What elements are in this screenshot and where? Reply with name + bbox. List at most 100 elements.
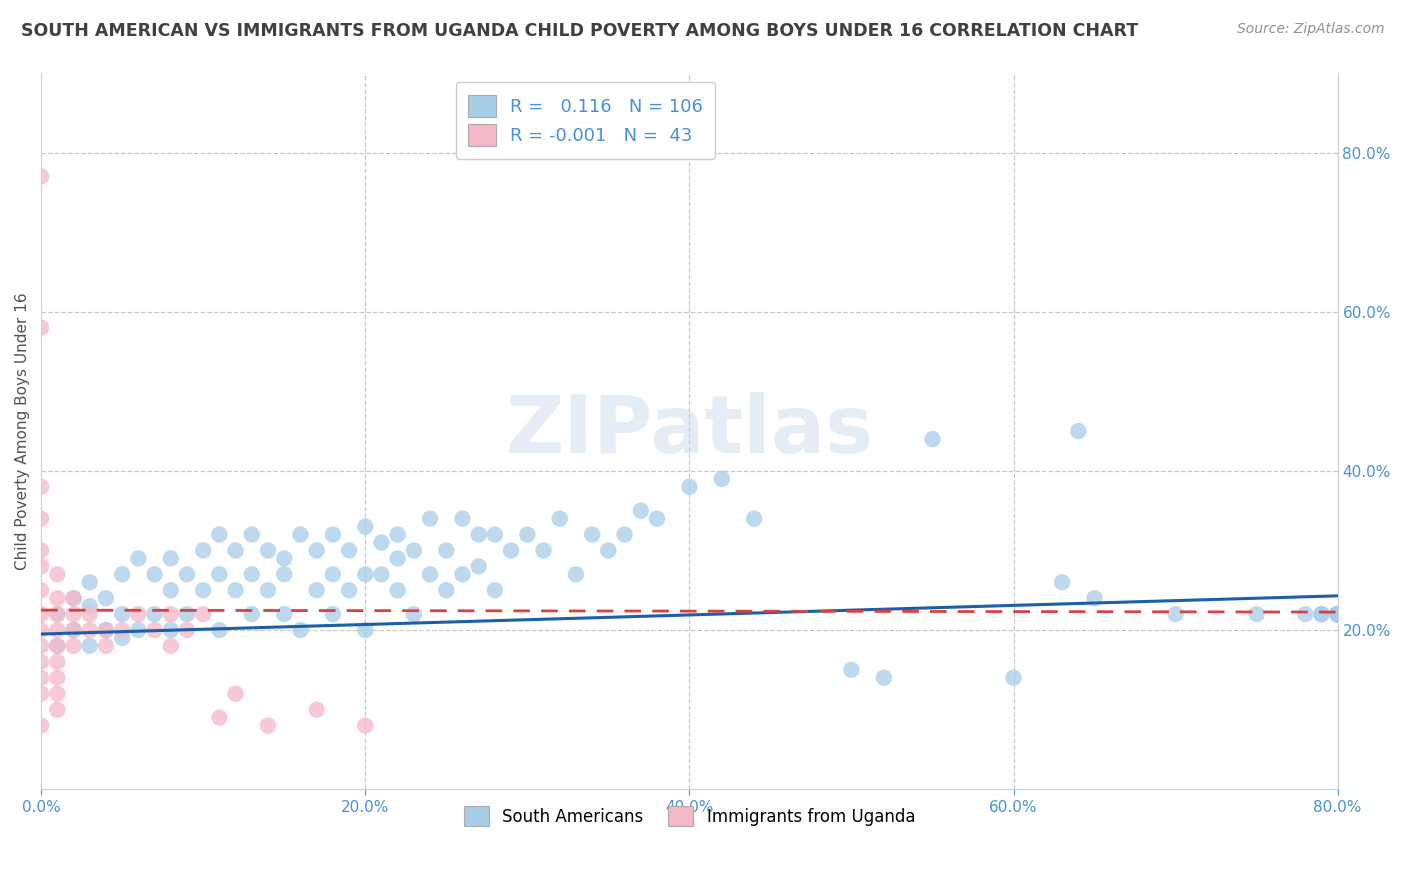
- Point: [225, 583, 247, 598]
- Point: [111, 567, 134, 582]
- Point: [1326, 607, 1348, 621]
- Point: [225, 543, 247, 558]
- Point: [46, 687, 69, 701]
- Point: [337, 543, 360, 558]
- Point: [273, 607, 295, 621]
- Point: [1326, 607, 1348, 621]
- Point: [548, 511, 571, 525]
- Point: [193, 607, 215, 621]
- Point: [30, 718, 52, 732]
- Point: [240, 567, 263, 582]
- Text: ZIPatlas: ZIPatlas: [505, 392, 873, 470]
- Point: [467, 559, 489, 574]
- Point: [62, 591, 84, 606]
- Point: [484, 527, 506, 541]
- Point: [370, 567, 392, 582]
- Point: [467, 527, 489, 541]
- Point: [645, 511, 668, 525]
- Point: [1164, 607, 1187, 621]
- Point: [387, 583, 409, 598]
- Point: [46, 607, 69, 621]
- Point: [30, 543, 52, 558]
- Point: [1246, 607, 1268, 621]
- Point: [873, 671, 896, 685]
- Point: [370, 535, 392, 549]
- Point: [387, 527, 409, 541]
- Point: [1050, 575, 1073, 590]
- Text: Source: ZipAtlas.com: Source: ZipAtlas.com: [1237, 22, 1385, 37]
- Point: [127, 623, 149, 637]
- Point: [533, 543, 555, 558]
- Point: [1310, 607, 1333, 621]
- Point: [1326, 607, 1348, 621]
- Point: [94, 623, 117, 637]
- Point: [565, 567, 588, 582]
- Point: [678, 480, 700, 494]
- Point: [30, 639, 52, 653]
- Point: [419, 567, 441, 582]
- Point: [30, 607, 52, 621]
- Point: [176, 607, 198, 621]
- Point: [841, 663, 863, 677]
- Point: [62, 607, 84, 621]
- Point: [30, 320, 52, 334]
- Point: [79, 607, 101, 621]
- Point: [79, 623, 101, 637]
- Point: [143, 567, 166, 582]
- Point: [322, 607, 344, 621]
- Point: [921, 432, 943, 446]
- Point: [30, 671, 52, 685]
- Point: [46, 639, 69, 653]
- Point: [1002, 671, 1025, 685]
- Point: [62, 591, 84, 606]
- Point: [240, 607, 263, 621]
- Point: [305, 543, 328, 558]
- Point: [354, 519, 377, 533]
- Point: [30, 480, 52, 494]
- Point: [30, 559, 52, 574]
- Point: [402, 543, 425, 558]
- Point: [159, 607, 181, 621]
- Point: [354, 623, 377, 637]
- Point: [305, 583, 328, 598]
- Point: [290, 623, 312, 637]
- Point: [337, 583, 360, 598]
- Point: [273, 567, 295, 582]
- Point: [630, 504, 652, 518]
- Point: [354, 718, 377, 732]
- Point: [193, 543, 215, 558]
- Point: [46, 655, 69, 669]
- Point: [30, 169, 52, 184]
- Legend: South Americans, Immigrants from Uganda: South Americans, Immigrants from Uganda: [456, 797, 924, 835]
- Point: [290, 527, 312, 541]
- Point: [208, 567, 231, 582]
- Point: [501, 543, 523, 558]
- Point: [176, 623, 198, 637]
- Point: [257, 543, 280, 558]
- Point: [1326, 607, 1348, 621]
- Point: [1326, 607, 1348, 621]
- Point: [451, 511, 474, 525]
- Point: [193, 583, 215, 598]
- Point: [1326, 607, 1348, 621]
- Point: [1294, 607, 1316, 621]
- Point: [79, 599, 101, 614]
- Point: [434, 543, 457, 558]
- Point: [208, 623, 231, 637]
- Point: [257, 718, 280, 732]
- Point: [46, 623, 69, 637]
- Point: [94, 639, 117, 653]
- Point: [1326, 607, 1348, 621]
- Point: [79, 575, 101, 590]
- Point: [62, 623, 84, 637]
- Point: [208, 710, 231, 724]
- Point: [208, 527, 231, 541]
- Point: [143, 607, 166, 621]
- Point: [516, 527, 538, 541]
- Point: [434, 583, 457, 598]
- Point: [30, 687, 52, 701]
- Point: [143, 623, 166, 637]
- Point: [402, 607, 425, 621]
- Point: [111, 623, 134, 637]
- Point: [62, 623, 84, 637]
